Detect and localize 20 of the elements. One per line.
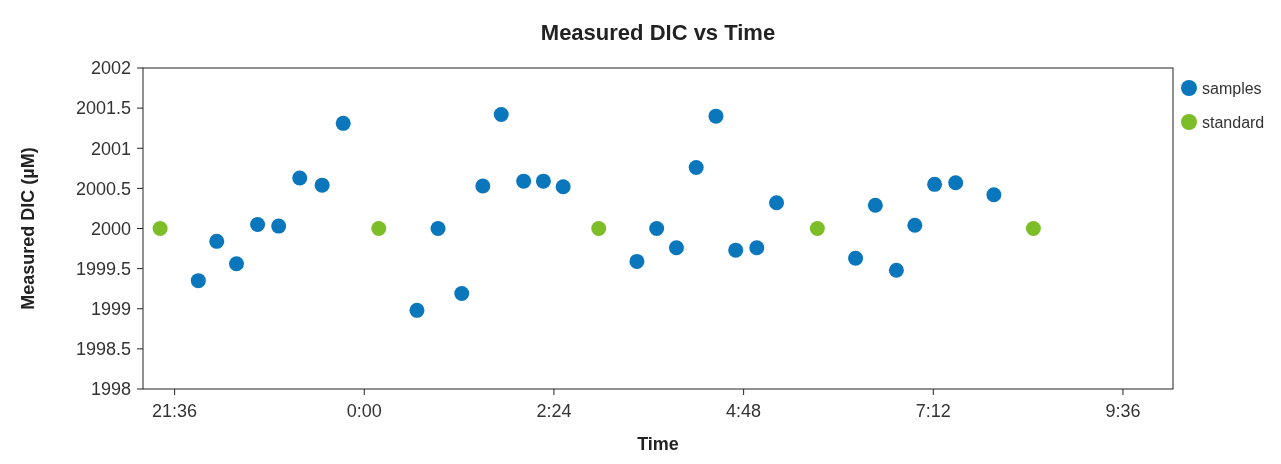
y-tick-label: 1998.5	[75, 339, 131, 360]
y-tick-label: 2002	[90, 58, 131, 79]
y-tick-label: 1998	[90, 379, 131, 400]
x-tick-label: 21:36	[152, 401, 198, 421]
y-tick-label: 1999.5	[75, 258, 131, 279]
legend-label: standard	[1202, 113, 1265, 131]
x-tick-label: 4:48	[726, 401, 762, 421]
y-axis-title: Measured DIC (µM)	[18, 147, 39, 310]
x-tick-label: 2:24	[536, 401, 572, 421]
chart-title: Measured DIC vs Time	[540, 20, 776, 45]
y-tick-label: 2001	[90, 138, 131, 159]
x-tick-label: 7:12	[915, 401, 951, 421]
y-tick-label: 2000	[90, 218, 131, 239]
x-tick-label: 9:36	[1105, 401, 1141, 421]
x-tick-label: 0:00	[346, 401, 382, 421]
legend-label: samples	[1202, 79, 1262, 97]
y-tick-label: 2000.5	[75, 178, 131, 199]
x-axis-title: Time	[637, 434, 679, 454]
y-tick-label: 2001.5	[75, 98, 131, 119]
y-tick-label: 1999	[90, 299, 131, 320]
